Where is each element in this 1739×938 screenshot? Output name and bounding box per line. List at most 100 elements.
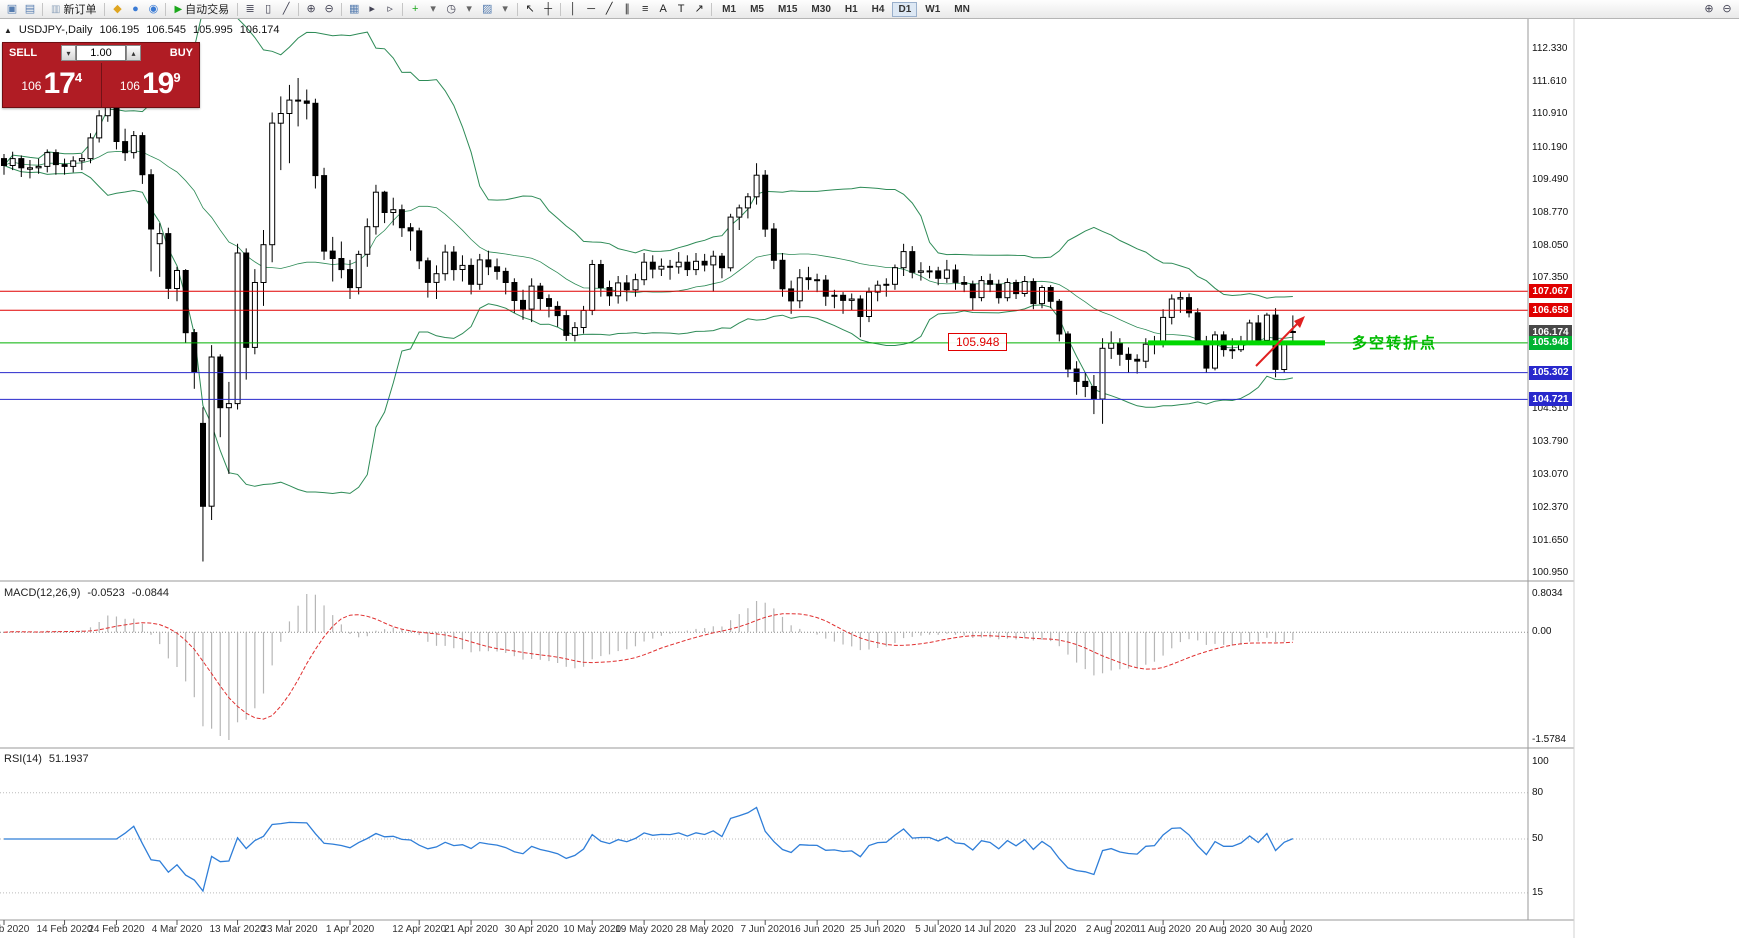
auto-scroll-icon[interactable]: ▸ [369, 2, 375, 15]
price-tag-105948: 105.948 [1529, 335, 1572, 350]
line-chart-type-icon[interactable]: ╱ [282, 2, 290, 15]
macd-header: MACD(12,26,9) -0.0523 -0.0844 [4, 587, 169, 599]
rsi-panel-layer [0, 792, 1528, 894]
price-axis-label: 100.950 [1532, 567, 1569, 578]
sell-button[interactable]: SELL [9, 47, 38, 59]
date-axis-label: 21 Apr 2020 [444, 924, 499, 935]
volume-decrease-button[interactable]: ▾ [61, 45, 76, 61]
crosshair-icon[interactable]: ┼ [544, 2, 553, 15]
price-tag-105302: 105.302 [1529, 365, 1572, 380]
price-axis-label: 108.050 [1532, 240, 1569, 252]
macd-axis-label: 0.8034 [1532, 588, 1563, 599]
equidistant-channel-icon[interactable]: ∥ [624, 2, 630, 15]
indicators-dropdown-arrow[interactable]: ▾ [430, 2, 436, 15]
price-tag-104721: 104.721 [1529, 392, 1572, 407]
bar-chart-type-icon[interactable]: ≣ [245, 2, 255, 15]
sell-price-display[interactable]: 106 17 4 [3, 63, 102, 107]
text-label-icon[interactable]: T [677, 2, 685, 15]
toolbar-separator [402, 2, 404, 16]
magnifier-zoom-out-icon[interactable]: ⊖ [1722, 2, 1732, 15]
date-axis-label: 23 Mar 2020 [261, 924, 318, 935]
price-axis-label: 101.650 [1532, 534, 1569, 546]
macd-panel-layer [0, 594, 1528, 740]
timeframe-button-m15[interactable]: M15 [777, 3, 798, 15]
date-axis-label: 23 Jul 2020 [1024, 924, 1077, 935]
timeframe-button-h4[interactable]: H4 [871, 3, 885, 15]
fibonacci-icon[interactable]: ≡ [641, 2, 649, 15]
timeframe-button-d1[interactable]: D1 [892, 1, 918, 17]
text-icon[interactable]: A [659, 2, 667, 15]
volume-input[interactable] [76, 45, 126, 61]
timeframe-button-m1[interactable]: M1 [722, 3, 737, 15]
price-axis-label: 103.070 [1532, 469, 1569, 481]
price-tag-106658: 106.658 [1529, 303, 1572, 318]
horizontal-line-icon[interactable]: ─ [587, 2, 596, 15]
buy-price-main: 19 [141, 67, 174, 100]
date-axis-label: 13 Mar 2020 [209, 924, 266, 935]
timeframe-button-h1[interactable]: H1 [844, 3, 858, 15]
community-icon[interactable]: ● [132, 2, 139, 15]
timeframe-button-m5[interactable]: M5 [750, 3, 764, 15]
mql5-market-icon[interactable]: ◆ [113, 2, 122, 15]
buy-button[interactable]: BUY [169, 47, 193, 59]
periods-dropdown-arrow[interactable]: ▾ [466, 2, 472, 15]
toolbar-separator [42, 2, 43, 16]
periods-icon[interactable]: ◷ [446, 2, 456, 15]
macd-value-signal: -0.0844 [131, 587, 170, 599]
news-icon[interactable]: ◉ [148, 2, 159, 15]
turning-point-label[interactable]: 多空转折点 [1352, 335, 1438, 352]
bollinger-upper-band [3, 19, 1293, 299]
trade-widget-collapse-arrow[interactable]: ▲ [4, 25, 12, 35]
tile-windows-icon[interactable]: ▦ [348, 2, 360, 15]
price-axis-label: 111.610 [1532, 76, 1567, 88]
date-axis-label: 19 May 2020 [615, 924, 674, 935]
new-chart-icon[interactable]: ▣ [6, 2, 18, 15]
buy-price-display[interactable]: 106 19 9 [102, 63, 200, 107]
date-axis-label: 11 Aug 2020 [1135, 924, 1191, 935]
cursor-icon[interactable]: ↖ [525, 2, 535, 15]
chart-ohlc-header: ▲ USDJPY-,Daily 106.195 106.545 105.995 … [4, 24, 280, 36]
autotrade-button-icon: ▶ [174, 3, 183, 15]
chart-shift-icon[interactable]: ▹ [387, 2, 393, 15]
toolbar-separator [341, 2, 343, 16]
price-level-annotation[interactable]: 105.948 [948, 333, 1008, 351]
autotrade-button[interactable]: ▶ 自动交易 [169, 1, 234, 17]
volume-increase-button[interactable]: ▴ [126, 45, 141, 61]
buy-price-sup: 9 [173, 70, 181, 85]
price-axis-label: 104.510 [1532, 403, 1569, 415]
trend-arrow[interactable] [1255, 320, 1301, 367]
date-axis-label: 30 Aug 2020 [1256, 924, 1313, 935]
date-axis-label: 12 Apr 2020 [392, 924, 447, 935]
zoom-in-icon[interactable]: ⊕ [306, 2, 316, 15]
chart-symbol-label: USDJPY-,Daily [18, 24, 93, 36]
arrows-icon[interactable]: ↗ [694, 2, 704, 15]
trendline-icon[interactable]: ╱ [605, 2, 613, 15]
timeframe-button-mn[interactable]: MN [954, 3, 970, 15]
templates-icon[interactable]: ▨ [481, 2, 493, 15]
zoom-out-icon[interactable]: ⊖ [324, 2, 334, 15]
main-toolbar: ▣ ▤ ▥ 新订单 ◆ ● ◉ ▶ 自动交易 ≣ ▯ ╱ ⊕ ⊖ ▦ ▸ ▹ + ▾ ◷ ▾ ▨ ▾ ↖ ┼ │ ─ ╱ ∥ ≡ A T ↗ M1… [0, 0, 1739, 19]
profiles-icon[interactable]: ▤ [24, 2, 36, 15]
candlestick-series [1, 78, 1296, 562]
toolbar-separator [298, 2, 300, 16]
vertical-line-icon[interactable]: │ [569, 2, 577, 15]
magnifier-zoom-in-icon[interactable]: ⊕ [1704, 2, 1714, 15]
date-axis-label: 10 May 2020 [563, 924, 622, 935]
date-axis-label: 24 Feb 2020 [88, 924, 145, 935]
timeframe-button-m30[interactable]: M30 [811, 3, 831, 15]
date-axis-label: 5 Feb 2020 [0, 924, 30, 935]
toolbar-separator [165, 2, 167, 16]
rsi-axis-label: 15 [1532, 886, 1544, 898]
ohlc-low: 105.995 [193, 24, 233, 36]
new-order-button[interactable]: ▥ 新订单 [46, 1, 101, 17]
rsi-title: RSI(14) [4, 753, 42, 765]
candlestick-type-icon[interactable]: ▯ [265, 2, 272, 15]
templates-dropdown-arrow[interactable]: ▾ [502, 2, 508, 15]
price-axis-label: 109.490 [1532, 173, 1569, 185]
indicators-icon[interactable]: + [411, 2, 419, 15]
toolbar-separator [711, 2, 713, 16]
date-axis-label: 30 Apr 2020 [504, 924, 559, 935]
buy-price-prefix: 106 [119, 79, 140, 93]
timeframe-button-w1[interactable]: W1 [925, 3, 941, 15]
